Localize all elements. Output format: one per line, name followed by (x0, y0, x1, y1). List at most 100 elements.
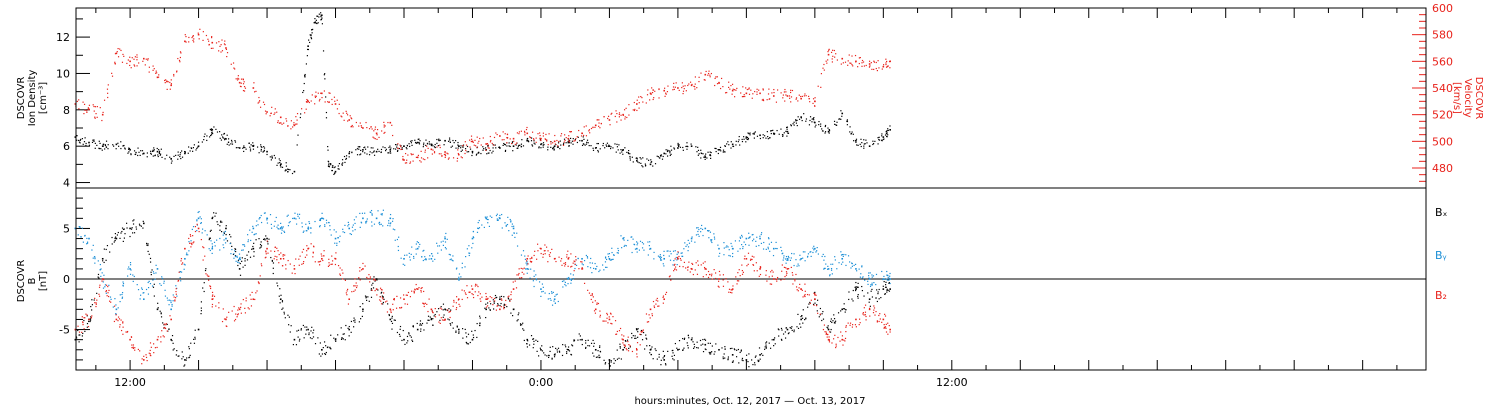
bz-sample (98, 295, 101, 297)
by-sample (238, 262, 240, 264)
bx-sample (672, 349, 674, 352)
density-point (115, 143, 118, 146)
by-sample (834, 256, 836, 258)
bz-sample (689, 271, 691, 273)
bz-sample (750, 258, 752, 260)
density-sample (543, 144, 545, 146)
bz-sample (278, 262, 280, 264)
density-sample (853, 140, 855, 142)
by-sample (856, 270, 858, 272)
bz-sample (303, 261, 305, 263)
velocity-sample (152, 69, 154, 71)
density-sample (533, 140, 535, 142)
bx-sample (658, 353, 660, 356)
by-point (718, 247, 720, 250)
density-sample (310, 36, 312, 39)
bz-sample (359, 267, 361, 269)
bx-sample (510, 312, 512, 314)
velocity-sample (432, 149, 434, 151)
bx-sample (687, 334, 689, 336)
velocity-sample (420, 150, 422, 152)
velocity-sample (658, 88, 660, 91)
velocity-sample (257, 102, 259, 104)
bx-sample (789, 326, 791, 329)
density-sample (547, 149, 549, 151)
bz-sample (728, 288, 731, 290)
bx-sample (682, 349, 684, 351)
bx-sample (292, 343, 294, 346)
bx-sample (735, 356, 738, 358)
velocity-point (772, 95, 775, 97)
bz-sample (590, 294, 592, 297)
bz-sample (342, 278, 344, 280)
density-sample (388, 146, 390, 149)
density-sample (563, 142, 565, 144)
bx-sample (188, 346, 190, 348)
by-sample (570, 273, 572, 275)
bx-sample (485, 303, 487, 305)
density-sample (482, 149, 484, 151)
velocity-sample (94, 116, 96, 118)
velocity-sample (400, 146, 402, 148)
density-sample (654, 163, 657, 165)
density-sample (158, 150, 161, 152)
velocity-sample (295, 116, 297, 118)
bx-sample (114, 237, 116, 239)
by-sample (112, 306, 114, 308)
bx-sample (788, 332, 790, 334)
density-sample (492, 150, 494, 152)
bz-sample (670, 279, 672, 281)
bx-sample (432, 324, 434, 326)
density-sample (76, 139, 78, 141)
density-sample (306, 55, 308, 57)
bz-sample (561, 264, 563, 266)
velocity-sample (152, 65, 154, 67)
bz-sample (245, 297, 247, 299)
density-axis-title-line: Ion Density (27, 70, 38, 127)
density-sample (855, 138, 858, 140)
bz-sample (571, 265, 573, 267)
by-sample (542, 290, 544, 293)
bz-sample (146, 359, 148, 362)
bx-sample (388, 314, 390, 317)
bz-sample (697, 264, 699, 266)
bz-sample (736, 280, 739, 282)
velocity-sample (652, 89, 654, 91)
bz-sample (453, 301, 455, 303)
bz-point (594, 308, 597, 311)
by-sample (799, 254, 801, 256)
velocity-sample (682, 92, 684, 95)
bz-sample (510, 298, 512, 300)
by-sample (99, 269, 101, 271)
velocity-sample (744, 95, 746, 98)
density-sample (662, 155, 664, 158)
density-sample (405, 147, 407, 149)
bz-sample (842, 344, 844, 346)
bz-sample (722, 274, 724, 276)
density-sample (96, 144, 98, 147)
by-sample (501, 213, 503, 216)
bz-sample (596, 303, 598, 306)
bz-sample (407, 291, 410, 294)
bx-sample (818, 316, 820, 318)
bx-sample (604, 362, 607, 364)
density-sample (542, 146, 544, 148)
bx-sample (830, 320, 832, 322)
bz-sample (374, 290, 376, 292)
bz-sample (478, 291, 480, 293)
velocity-sample (618, 112, 621, 114)
velocity-sample (479, 137, 481, 140)
by-sample (254, 233, 256, 235)
bx-sample (448, 319, 450, 321)
by-sample (305, 230, 307, 232)
velocity-sample (258, 101, 260, 103)
density-sample (368, 154, 371, 156)
by-sample (350, 233, 353, 236)
density-sample (670, 149, 673, 151)
velocity-sample (424, 149, 426, 151)
by-sample (816, 250, 818, 252)
density-sample (153, 150, 155, 152)
velocity-sample (682, 85, 684, 87)
bz-sample (354, 285, 356, 287)
bz-sample (137, 348, 139, 351)
